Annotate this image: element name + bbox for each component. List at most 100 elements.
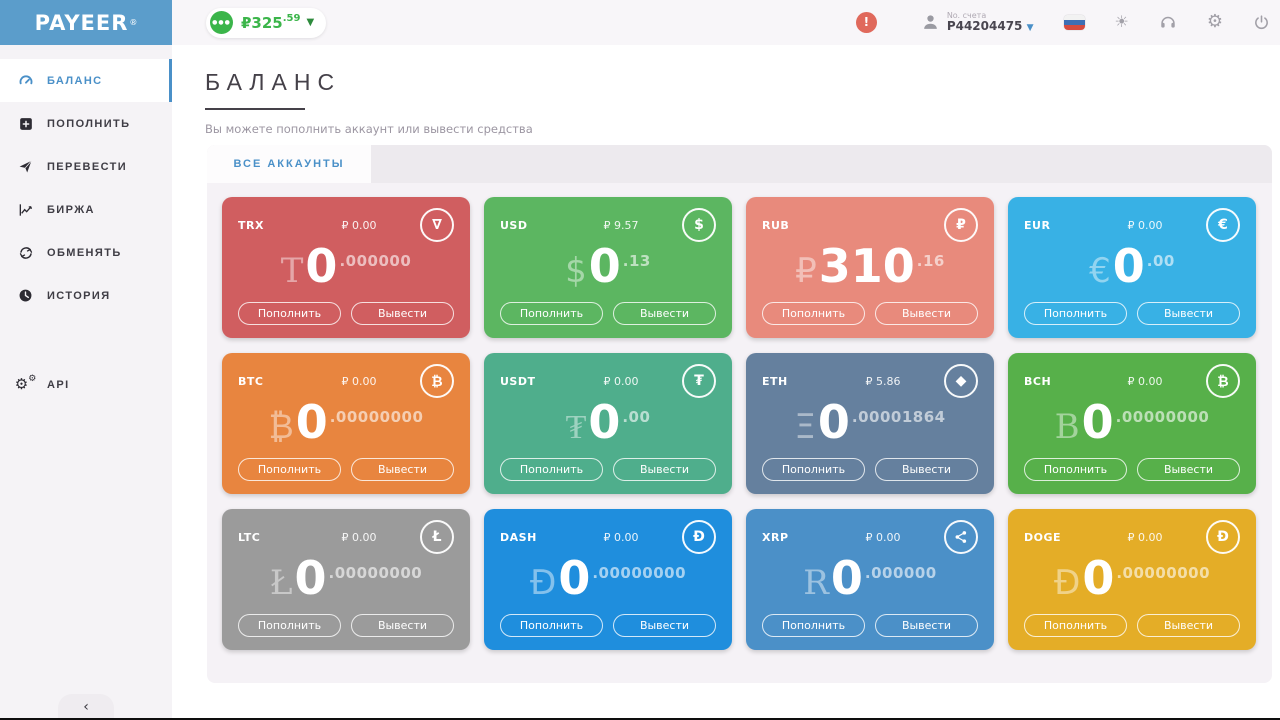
card-balance-integer: 0: [588, 239, 621, 293]
card-currency-symbol: R: [803, 563, 829, 603]
history-icon: [17, 287, 34, 304]
dash-icon: Đ: [682, 520, 716, 554]
card-converted-amount: ₽ 0.00: [603, 374, 639, 388]
account-number: P44204475 ▼: [946, 19, 1034, 34]
withdraw-button[interactable]: Вывести: [875, 614, 978, 637]
deposit-button[interactable]: Пополнить: [238, 614, 341, 637]
sidebar-item-баланс[interactable]: БАЛАНС: [0, 59, 172, 102]
page-subtitle: Вы можете пополнить аккаунт или вывести …: [205, 122, 533, 136]
page-title: БАЛАНС: [205, 69, 342, 95]
language-flag-ru-icon[interactable]: [1063, 14, 1085, 30]
sidebar-item-история[interactable]: ИСТОРИЯ: [0, 274, 172, 317]
gauge-icon: [17, 72, 34, 89]
card-converted-amount: ₽ 0.00: [1127, 218, 1163, 232]
plus-square-icon: [17, 115, 34, 132]
card-currency-symbol: €: [1089, 251, 1111, 291]
sidebar-item-перевести[interactable]: ПЕРЕВЕСТИ: [0, 145, 172, 188]
card-converted-amount: ₽ 9.57: [603, 218, 639, 232]
payeer-logo: PAYEER ®: [0, 0, 172, 45]
card-balance-decimals: .00000000: [1115, 408, 1210, 426]
api-gears-icon: ⚙ ⚙: [14, 374, 37, 393]
card-eth: ETH ₽ 5.86 ◆ Ξ 0.00001864 Пополнить Вывес…: [746, 353, 994, 494]
card-currency-symbol: Ł: [269, 563, 293, 603]
balance-dropdown[interactable]: ●●● ₽325 .59 ▼: [206, 7, 327, 38]
card-converted-amount: ₽ 5.86: [865, 374, 901, 388]
card-currency-code: TRX: [238, 218, 264, 232]
bottom-edge: [0, 718, 1280, 720]
exchange-icon: [17, 244, 34, 261]
sidebar: БАЛАНС ПОПОЛНИТЬ ПЕРЕВЕСТИ БИРЖА ОБМЕНЯТЬ ИСТ…: [0, 45, 172, 720]
sidebar-item-биржа[interactable]: БИРЖА: [0, 188, 172, 231]
withdraw-button[interactable]: Вывести: [875, 458, 978, 481]
card-balance: $0.13: [500, 243, 716, 302]
deposit-button[interactable]: Пополнить: [500, 458, 603, 481]
deposit-button[interactable]: Пополнить: [762, 302, 865, 325]
bitcoin-cash-icon: ₿: [1206, 364, 1240, 398]
sidebar-item-пополнить[interactable]: ПОПОЛНИТЬ: [0, 102, 172, 145]
deposit-button[interactable]: Пополнить: [762, 614, 865, 637]
deposit-button[interactable]: Пополнить: [1024, 614, 1127, 637]
ethereum-icon: ◆: [944, 364, 978, 398]
card-converted-amount: ₽ 0.00: [865, 530, 901, 544]
withdraw-button[interactable]: Вывести: [351, 458, 454, 481]
withdraw-button[interactable]: Вывести: [613, 302, 716, 325]
card-balance: Ł 0.00000000: [238, 555, 454, 614]
card-balance-decimals: .00001864: [851, 408, 946, 426]
deposit-button[interactable]: Пополнить: [238, 458, 341, 481]
xrp-share-icon: [944, 520, 978, 554]
logout-power-icon[interactable]: [1253, 14, 1270, 31]
withdraw-button[interactable]: Вывести: [613, 614, 716, 637]
card-xrp: XRP ₽ 0.00 R 0.000000 Пополнить Вывести: [746, 509, 994, 650]
card-balance-decimals: .00000000: [329, 408, 424, 426]
card-dash: DASH ₽ 0.00 Đ Đ 0.00000000 Пополнить Выве…: [484, 509, 732, 650]
send-icon: [17, 158, 34, 175]
tab-all-accounts[interactable]: ВСЕ АККАУНТЫ: [207, 145, 371, 183]
withdraw-button[interactable]: Вывести: [875, 302, 978, 325]
theme-sun-icon[interactable]: ☀: [1114, 12, 1129, 32]
chevron-down-icon: ▼: [1026, 23, 1034, 34]
deposit-button[interactable]: Пополнить: [762, 458, 865, 481]
sidebar-item-label: ПЕРЕВЕСТИ: [47, 160, 128, 173]
withdraw-button[interactable]: Вывести: [1137, 458, 1240, 481]
card-currency-code: USDT: [500, 374, 536, 388]
header-balance-cents: .59: [282, 13, 301, 24]
withdraw-button[interactable]: Вывести: [613, 458, 716, 481]
chevron-left-icon: ‹: [83, 699, 89, 715]
deposit-button[interactable]: Пополнить: [238, 302, 341, 325]
withdraw-button[interactable]: Вывести: [1137, 614, 1240, 637]
notification-badge[interactable]: !: [855, 11, 877, 33]
card-balance-integer: 0: [305, 239, 338, 293]
card-balance-integer: 310: [818, 239, 915, 293]
card-currency-symbol: ₽: [795, 251, 817, 291]
card-eur: EUR ₽ 0.00 € €0.00 Пополнить Вывести: [1008, 197, 1256, 338]
tab-strip: ВСЕ АККАУНТЫ: [207, 145, 1272, 183]
account-dropdown[interactable]: No. счета P44204475 ▼: [921, 11, 1034, 34]
card-balance-integer: 0: [1082, 551, 1115, 605]
card-balance-decimals: .000000: [339, 252, 412, 270]
deposit-button[interactable]: Пополнить: [1024, 302, 1127, 325]
card-converted-amount: ₽ 0.00: [603, 530, 639, 544]
withdraw-button[interactable]: Вывести: [1137, 302, 1240, 325]
sidebar-item-обменять[interactable]: ОБМЕНЯТЬ: [0, 231, 172, 274]
card-balance: €0.00: [1024, 243, 1240, 302]
deposit-button[interactable]: Пополнить: [500, 614, 603, 637]
sidebar-item-label: БАЛАНС: [47, 74, 103, 87]
card-currency-code: DOGE: [1024, 530, 1062, 544]
card-converted-amount: ₽ 0.00: [1127, 374, 1163, 388]
title-underline: [205, 108, 305, 110]
withdraw-button[interactable]: Вывести: [351, 302, 454, 325]
card-balance: ₮ 0.00: [500, 399, 716, 458]
card-balance-integer: 0: [1112, 239, 1145, 293]
sidebar-collapse-button[interactable]: ‹: [58, 694, 114, 720]
card-balance: R 0.000000: [762, 555, 978, 614]
card-usd: USD ₽ 9.57 $ $0.13 Пополнить Вывести: [484, 197, 732, 338]
euro-icon: €: [1206, 208, 1240, 242]
settings-gear-icon[interactable]: ⚙: [1206, 11, 1223, 33]
withdraw-button[interactable]: Вывести: [351, 614, 454, 637]
sidebar-item-label: API: [47, 378, 70, 391]
card-currency-symbol: Ξ: [794, 407, 816, 447]
sidebar-item-api[interactable]: ⚙ ⚙ API: [0, 363, 172, 406]
support-headset-icon[interactable]: [1159, 13, 1177, 31]
deposit-button[interactable]: Пополнить: [1024, 458, 1127, 481]
deposit-button[interactable]: Пополнить: [500, 302, 603, 325]
